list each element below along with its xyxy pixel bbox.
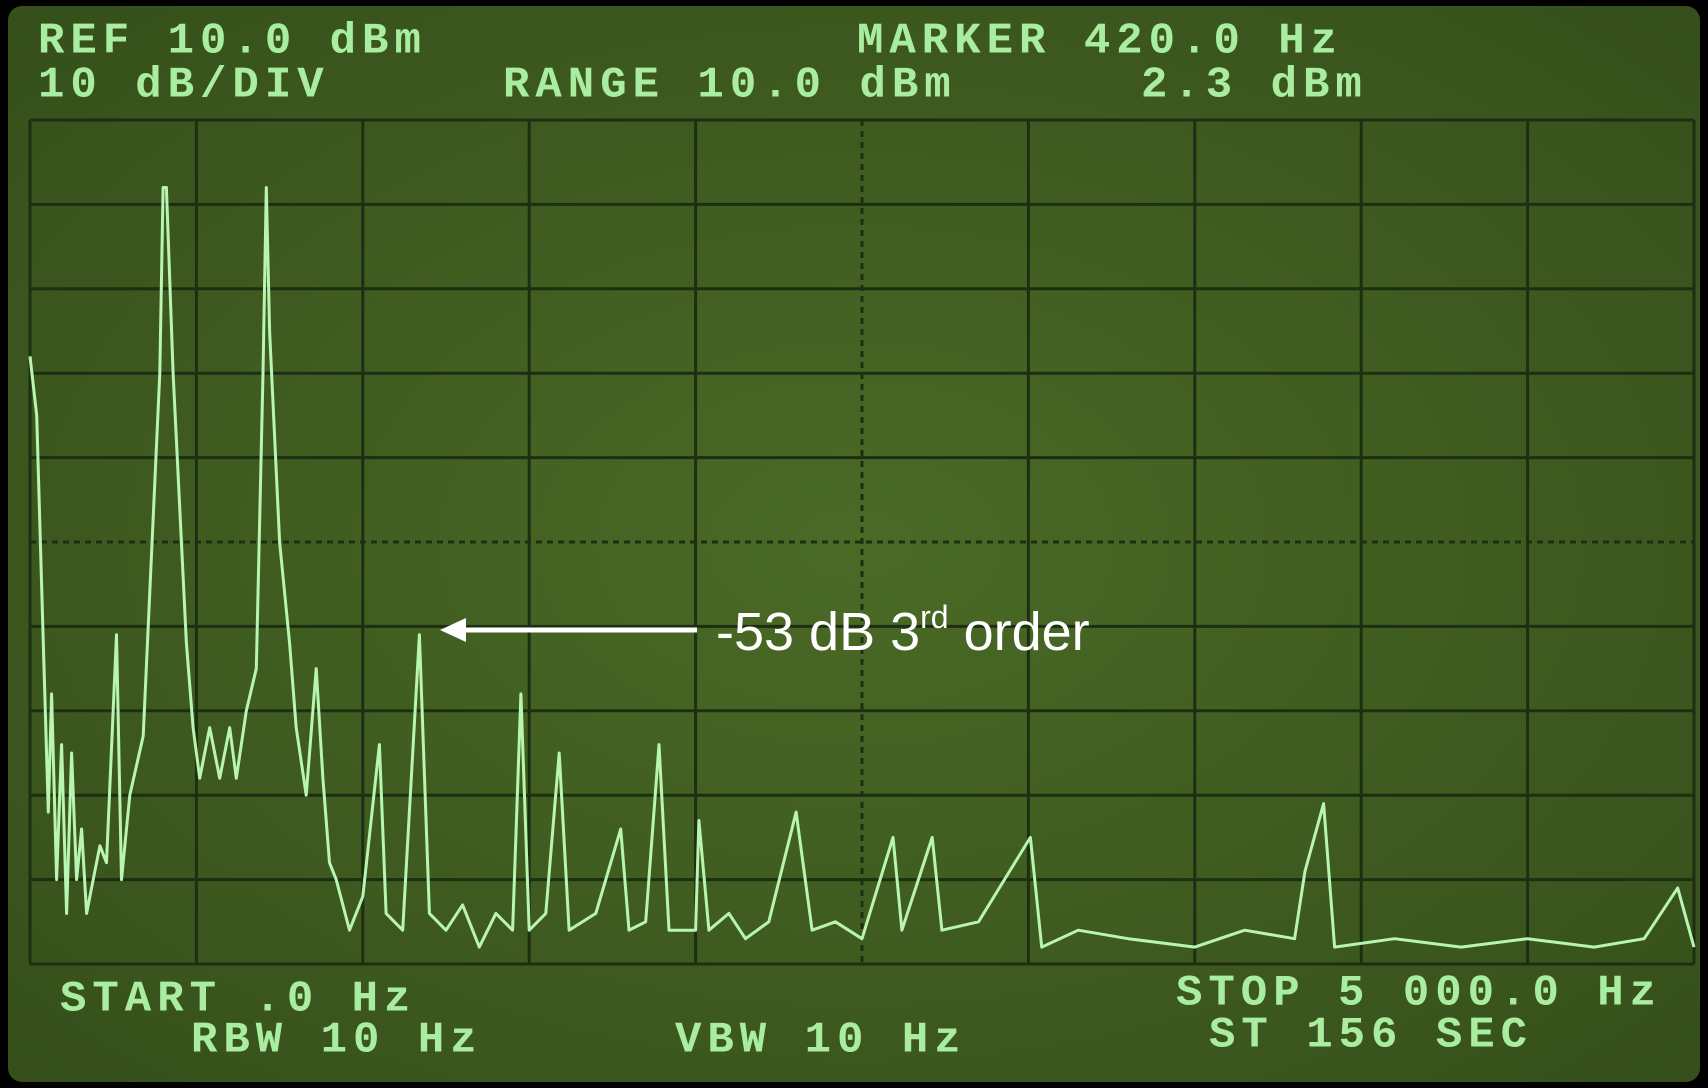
marker-frequency: MARKER 420.0 Hz [857, 17, 1343, 67]
annotation-suffix: order [949, 602, 1090, 662]
ref-level: REF 10.0 dBm [38, 17, 427, 67]
marker-level: 2.3 dBm [1141, 61, 1368, 111]
annotation-text: -53 dB 3 [716, 602, 920, 662]
vbw: VBW 10 Hz [675, 1016, 967, 1066]
annotation-superscript: rd [920, 599, 948, 635]
rbw: RBW 10 Hz [191, 1016, 483, 1066]
chart: REF 10.0 dBm 10 dB/DIV RANGE 10.0 dBm MA… [0, 0, 1708, 1088]
page: REF 10.0 dBm 10 dB/DIV RANGE 10.0 dBm MA… [0, 0, 1708, 1088]
annotation: -53 dB 3rd order [716, 599, 1090, 662]
range: RANGE 10.0 dBm [503, 61, 957, 111]
sweep-time: ST 156 SEC [1209, 1011, 1533, 1061]
scale: 10 dB/DIV [38, 61, 330, 111]
screen [8, 6, 1700, 1082]
